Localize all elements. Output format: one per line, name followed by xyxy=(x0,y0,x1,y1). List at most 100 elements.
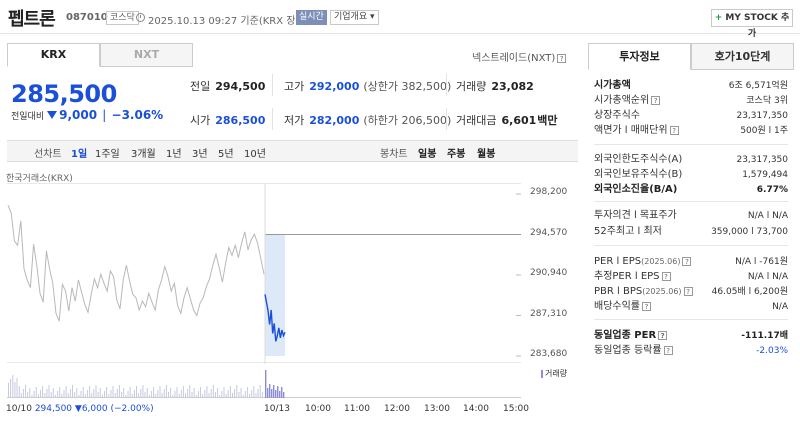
candle-monthly[interactable]: 월봉 xyxy=(477,149,496,160)
volume-bar xyxy=(91,393,93,398)
tab-investment-info[interactable]: 투자정보 xyxy=(588,43,691,70)
help-icon[interactable]: ? xyxy=(661,271,671,281)
volume-bar xyxy=(273,385,275,398)
y-tick-label: 294,570 xyxy=(530,227,568,238)
period-10y[interactable]: 10년 xyxy=(244,149,266,160)
volume-bar xyxy=(80,391,82,398)
volume-legend-label: 거래량 xyxy=(545,369,568,378)
help-icon[interactable]: ? xyxy=(557,53,567,63)
x-tick-label: 10:00 xyxy=(305,404,331,414)
info-label: 동일업종 등락률? xyxy=(594,344,673,358)
prev-day-price: 294,500 xyxy=(34,404,73,414)
volume-bar xyxy=(35,387,37,398)
x-tick-label: 12:00 xyxy=(384,404,410,414)
volume-bar xyxy=(46,389,48,398)
info-row: 동일업종 등락률? -2.03% xyxy=(594,344,788,358)
period-1w[interactable]: 1주일 xyxy=(95,149,120,160)
info-row: 동일업종 PER? -111.17배 xyxy=(594,329,788,343)
info-label: 상장주식수 xyxy=(594,110,640,121)
volume-bar xyxy=(246,387,248,398)
prev-day-series-line xyxy=(7,205,265,322)
info-value: -2.03% xyxy=(756,346,788,356)
help-icon[interactable]: ? xyxy=(642,301,651,311)
help-icon[interactable]: ? xyxy=(658,330,668,340)
divider xyxy=(272,108,273,130)
help-icon[interactable]: ? xyxy=(682,256,692,266)
volume-bar xyxy=(12,375,14,398)
period-3m[interactable]: 3개월 xyxy=(131,149,156,160)
volume-bar xyxy=(106,387,108,398)
volume-bar xyxy=(195,395,197,398)
volume-bar xyxy=(108,394,110,398)
info-label: 외국인한도주식수(A) xyxy=(594,154,683,165)
volume-bar xyxy=(161,393,163,398)
volume-bar xyxy=(78,395,80,398)
period-3y[interactable]: 3년 xyxy=(192,149,208,160)
info-row: 액면가 l 매매단위? 500원 l 1주 xyxy=(594,124,788,138)
info-row: 시가총액 6조 6,571억원 xyxy=(594,79,788,93)
info-label: 외국인소진율(B/A) xyxy=(594,184,678,195)
info-label: 액면가 l 매매단위? xyxy=(594,124,679,138)
volume-bar xyxy=(123,388,125,398)
help-icon[interactable]: ? xyxy=(669,125,679,135)
volume-bar xyxy=(197,391,199,398)
open-price: 시가 286,500 xyxy=(190,112,265,128)
info-label: 시가총액순위? xyxy=(594,94,661,108)
tab-orderbook[interactable]: 호가10단계 xyxy=(691,43,794,70)
volume-bar xyxy=(281,387,283,398)
help-icon[interactable]: ? xyxy=(663,345,673,355)
volume-bar xyxy=(138,393,140,398)
volume-bar xyxy=(193,388,195,398)
amount-value: 6,601 xyxy=(501,114,537,127)
volume-bar xyxy=(249,394,251,398)
period-5y[interactable]: 5년 xyxy=(218,149,234,160)
volume-label: 거래량 xyxy=(456,80,487,93)
info-value: 23,317,350 xyxy=(736,155,788,165)
info-label: 추정PER l EPS? xyxy=(594,270,671,284)
prev-day-date: 10/10 xyxy=(6,404,32,414)
info-row: 추정PER l EPS? N/A l N/A xyxy=(594,270,788,284)
divider xyxy=(446,74,447,96)
add-mystock-button[interactable]: + MY STOCK 추가 xyxy=(711,9,793,39)
nxt-link[interactable]: 넥스트레이드(NXT)? xyxy=(472,49,567,64)
help-icon[interactable]: ? xyxy=(683,286,693,296)
info-row: 시가총액순위? 코스닥 3위 xyxy=(594,94,788,108)
volume-bar xyxy=(18,386,20,398)
volume-bar xyxy=(159,386,161,398)
volume-bar xyxy=(227,390,229,398)
add-mystock-label: MY STOCK 추가 xyxy=(725,13,790,39)
volume-bar xyxy=(72,385,73,398)
volume-swatch xyxy=(541,369,543,378)
y-tick-label: 298,200 xyxy=(530,187,568,197)
info-period: (2025.06) xyxy=(642,287,682,296)
change-label: 전일대비 xyxy=(11,112,45,122)
tab-nxt[interactable]: NXT xyxy=(100,43,193,67)
candle-weekly[interactable]: 주봉 xyxy=(447,149,466,160)
info-value: 6조 6,571억원 xyxy=(728,81,788,91)
volume-bar xyxy=(20,393,22,398)
period-1d[interactable]: 1일 xyxy=(71,149,88,160)
candle-daily[interactable]: 일봉 xyxy=(418,149,437,160)
volume-bar xyxy=(118,385,120,398)
volume-bar xyxy=(86,390,88,398)
change-amount: 9,000 xyxy=(59,108,98,122)
realtime-badge[interactable]: 실시간 xyxy=(296,10,327,25)
volume-bar xyxy=(146,388,148,398)
help-icon[interactable]: ? xyxy=(651,95,661,105)
chart-source: 한국거래소(KRX) xyxy=(6,174,73,184)
volume-bar xyxy=(200,387,201,398)
volume-bar xyxy=(271,389,273,398)
volume-bar xyxy=(104,391,105,398)
volume-bar xyxy=(242,395,244,398)
volume-bar xyxy=(229,386,231,398)
company-info-button[interactable]: 기업개요 ▾ xyxy=(330,10,379,25)
info-value: 1,579,494 xyxy=(742,170,788,180)
y-tick-label: 283,680 xyxy=(530,349,568,359)
period-1y[interactable]: 1년 xyxy=(166,149,182,160)
info-row: 상장주식수 23,317,350 xyxy=(594,109,788,123)
today-range-shade xyxy=(265,234,285,356)
open-value: 286,500 xyxy=(215,114,266,127)
volume-bar xyxy=(54,395,56,398)
volume-bar xyxy=(144,392,146,398)
tab-krx[interactable]: KRX xyxy=(7,43,100,67)
